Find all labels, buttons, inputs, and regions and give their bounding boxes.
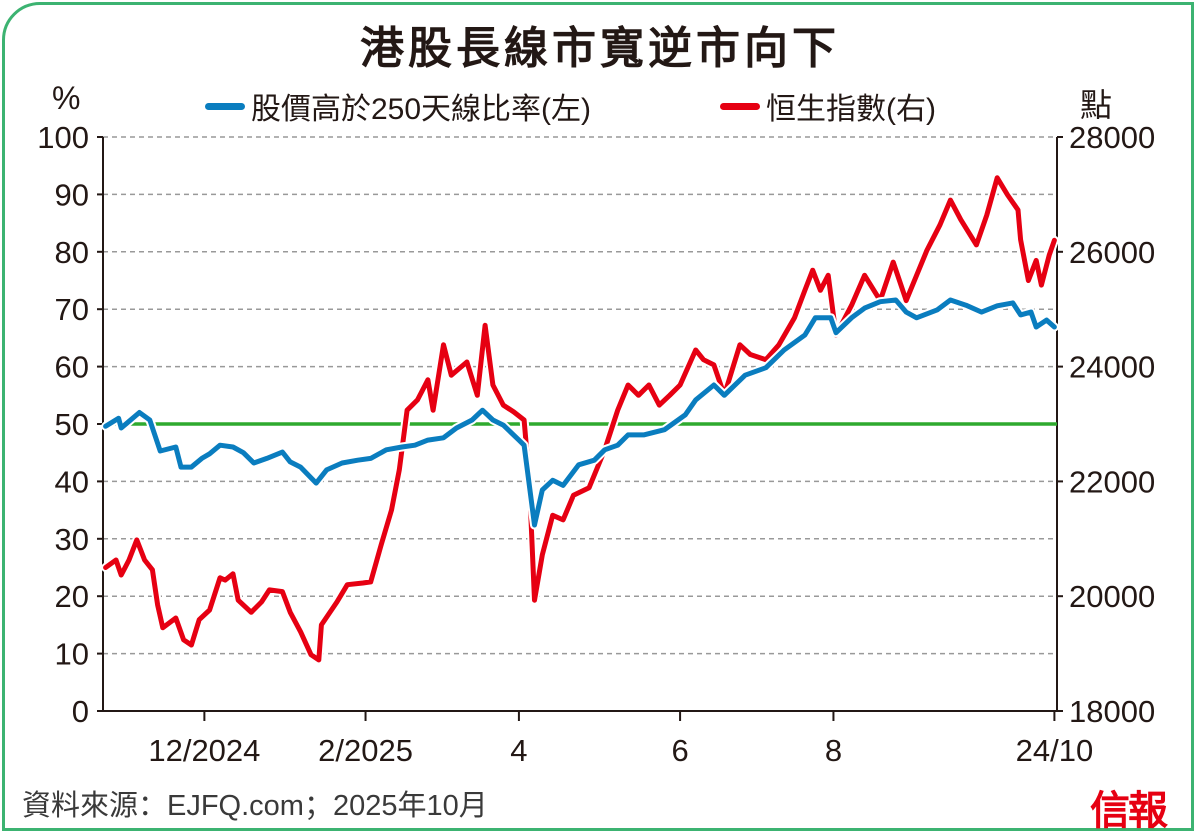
x-tick-label: 24/10 bbox=[1016, 733, 1094, 768]
hsi-series-halo bbox=[101, 173, 1059, 665]
right-tick-label: 18000 bbox=[1069, 694, 1155, 729]
legend-label: 股價高於250天線比率(左) bbox=[251, 93, 592, 126]
left-tick-label: 100 bbox=[37, 120, 89, 155]
left-tick-label: 80 bbox=[55, 235, 89, 270]
left-tick-label: 40 bbox=[55, 464, 89, 499]
right-axis-unit: 點 bbox=[1080, 87, 1113, 123]
left-tick-label: 10 bbox=[55, 637, 89, 672]
left-tick-label: 90 bbox=[55, 177, 89, 212]
publisher-logo: 信報 bbox=[1090, 787, 1168, 834]
left-tick-label: 60 bbox=[55, 350, 89, 385]
right-tick-label: 20000 bbox=[1069, 579, 1155, 614]
x-tick-label: 6 bbox=[671, 733, 688, 768]
legend-swatch-red bbox=[720, 102, 760, 110]
source-note: 資料來源：EJFQ.com；2025年10月 bbox=[22, 790, 488, 822]
hsi-series-line bbox=[103, 175, 1057, 663]
right-tick-label: 24000 bbox=[1069, 350, 1155, 385]
right-tick-label: 28000 bbox=[1069, 120, 1155, 155]
left-tick-label: 70 bbox=[55, 292, 89, 327]
breadth-series-line bbox=[103, 297, 1057, 528]
x-tick-label: 4 bbox=[510, 733, 527, 768]
right-tick-label: 22000 bbox=[1069, 464, 1155, 499]
left-tick-label: 50 bbox=[55, 407, 89, 442]
legend-swatch-blue bbox=[205, 102, 245, 110]
x-tick-label: 2/2025 bbox=[318, 733, 413, 768]
right-tick-label: 26000 bbox=[1069, 235, 1155, 270]
left-axis-unit: % bbox=[52, 80, 81, 116]
left-tick-label: 20 bbox=[55, 579, 89, 614]
legend-label: 恒生指數(右) bbox=[766, 93, 936, 126]
left-tick-label: 0 bbox=[72, 694, 89, 729]
legend-item-breadth: 股價高於250天線比率(左) bbox=[205, 84, 591, 128]
x-tick-label: 12/2024 bbox=[148, 733, 260, 768]
chart-title: 港股長線市寬逆市向下 bbox=[360, 24, 840, 73]
x-tick-label: 8 bbox=[825, 733, 842, 768]
legend-item-hsi: 恒生指數(右) bbox=[720, 84, 936, 128]
left-tick-label: 30 bbox=[55, 522, 89, 557]
